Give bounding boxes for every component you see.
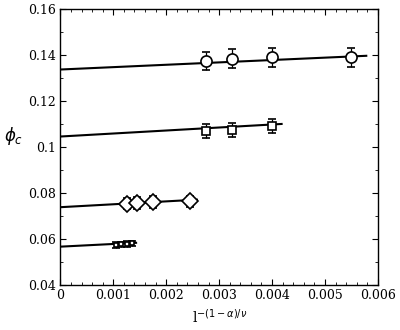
X-axis label: l$^{-(1-\alpha)/\nu}$: l$^{-(1-\alpha)/\nu}$ (192, 308, 247, 326)
Y-axis label: $\phi_c$: $\phi_c$ (4, 125, 23, 147)
